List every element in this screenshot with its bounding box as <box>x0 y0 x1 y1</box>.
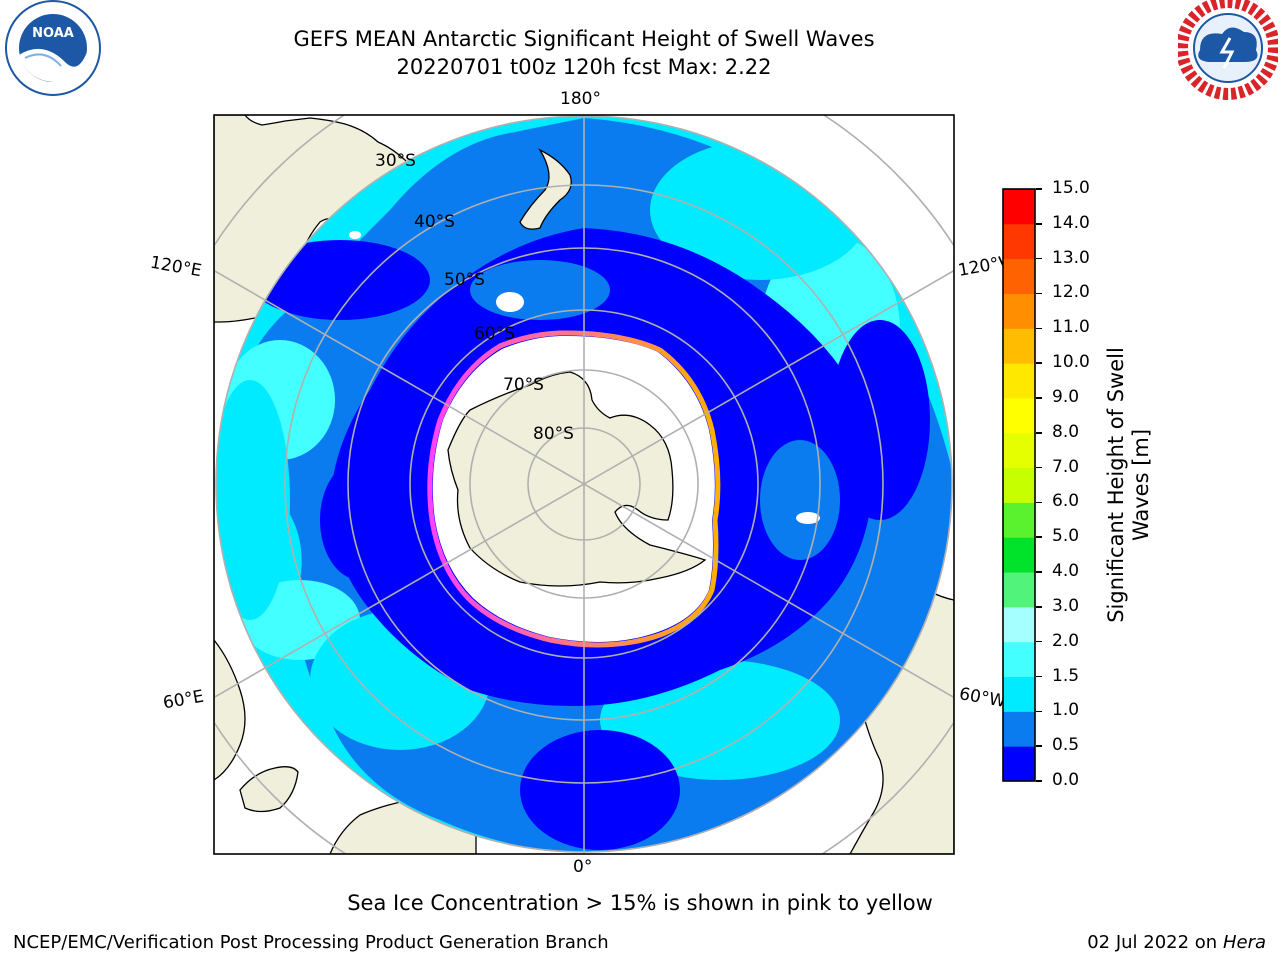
antarctic-map <box>213 114 955 855</box>
footer-left: NCEP/EMC/Verification Post Processing Pr… <box>13 932 609 953</box>
colorbar-tick-label: 14.0 <box>1052 212 1090 233</box>
colorbar-segment <box>1003 572 1035 608</box>
colorbar-tick-label: 2.0 <box>1052 630 1080 651</box>
lat-label-40s: 40°S <box>414 212 455 232</box>
colorbar-tick-label: 11.0 <box>1052 317 1090 338</box>
colorbar-tick-label: 15.0 <box>1052 178 1090 198</box>
sea-ice-note: Sea Ice Concentration > 15% is shown in … <box>347 891 933 915</box>
colorbar-tick-mark <box>1036 432 1042 434</box>
colorbar-segment <box>1003 397 1035 434</box>
colorbar-tick-mark <box>1036 292 1042 295</box>
footer-right: 02 Jul 2022 on Hera <box>1087 932 1266 953</box>
footer-host: Hera <box>1222 932 1266 953</box>
noaa-logo: NOAA <box>3 0 103 100</box>
colorbar-tick-label: 9.0 <box>1052 386 1080 407</box>
colorbar-tick-label: 7.0 <box>1052 456 1080 477</box>
chart-title: GEFS MEAN Antarctic Significant Height o… <box>293 27 875 51</box>
colorbar-segment <box>1003 467 1035 503</box>
colorbar-tick-mark <box>1036 640 1042 643</box>
lon-label-60e: 60°E <box>161 686 206 714</box>
lon-label-120e: 120°E <box>148 252 204 282</box>
lat-label-70s: 70°S <box>503 375 544 395</box>
nws-logo <box>1176 0 1280 100</box>
lat-label-30s: 30°S <box>375 151 416 171</box>
colorbar-segment <box>1003 537 1035 573</box>
colorbar-segment <box>1003 606 1035 643</box>
colorbar-segment <box>1003 432 1035 469</box>
colorbar <box>1002 188 1036 782</box>
colorbar-tick-mark <box>1036 675 1042 678</box>
colorbar-tick-mark <box>1036 188 1042 190</box>
colorbar-tick-label: 5.0 <box>1052 526 1080 547</box>
colorbar-tick-mark <box>1036 257 1042 260</box>
colorbar-tick-label: 3.0 <box>1052 595 1080 616</box>
lat-label-80s: 80°S <box>533 424 574 444</box>
colorbar-segment <box>1003 189 1035 225</box>
colorbar-tick-mark <box>1036 710 1042 713</box>
colorbar-tick-mark <box>1036 362 1042 364</box>
colorbar-tick-label: 1.5 <box>1052 665 1080 686</box>
colorbar-tick-label: 0.5 <box>1052 735 1080 756</box>
colorbar-tick-mark <box>1036 780 1042 782</box>
lon-label-180: 180° <box>560 89 601 109</box>
colorbar-tick-label: 1.0 <box>1052 700 1080 721</box>
map-frame <box>213 114 955 855</box>
colorbar-segment <box>1003 641 1035 678</box>
colorbar-tick-mark <box>1036 536 1042 538</box>
colorbar-tick-label: 6.0 <box>1052 491 1080 512</box>
colorbar-segment <box>1003 328 1035 364</box>
colorbar-tick-label: 0.0 <box>1052 770 1080 790</box>
colorbar-tick-mark <box>1036 397 1042 399</box>
colorbar-tick-mark <box>1036 571 1042 573</box>
graticule <box>214 115 954 854</box>
lon-label-0: 0° <box>573 857 593 877</box>
noaa-logo-text: NOAA <box>32 26 74 41</box>
colorbar-segment <box>1003 502 1035 538</box>
colorbar-tick-mark <box>1036 606 1042 608</box>
colorbar-tick-mark <box>1036 327 1042 330</box>
colorbar-tick-label: 10.0 <box>1052 352 1090 373</box>
lon-label-60w: 60°W <box>957 684 1008 712</box>
colorbar-tick-mark <box>1036 466 1042 469</box>
colorbar-segment <box>1003 293 1035 329</box>
colorbar-segment <box>1003 676 1035 712</box>
colorbar-segment <box>1003 223 1035 260</box>
colorbar-segment <box>1003 363 1035 399</box>
lat-label-60s: 60°S <box>474 324 515 344</box>
colorbar-tick-mark <box>1036 223 1042 225</box>
colorbar-label-line2: Waves [m] <box>1129 428 1153 542</box>
colorbar-segment <box>1003 746 1035 782</box>
colorbar-tick-mark <box>1036 745 1042 747</box>
colorbar-segment <box>1003 711 1035 747</box>
footer-date: 02 Jul 2022 on <box>1087 932 1223 953</box>
colorbar-tick-mark <box>1036 501 1042 504</box>
colorbar-tick-label: 12.0 <box>1052 282 1090 303</box>
lat-label-50s: 50°S <box>444 270 485 290</box>
colorbar-segment <box>1003 258 1035 294</box>
colorbar-label-line1: Significant Height of Swell <box>1104 347 1128 623</box>
colorbar-frame <box>1002 188 1036 782</box>
chart-subtitle: 20220701 t00z 120h fcst Max: 2.22 <box>396 55 772 79</box>
colorbar-tick-label: 13.0 <box>1052 247 1090 268</box>
colorbar-tick-label: 4.0 <box>1052 561 1080 582</box>
sea-ice-edge <box>427 330 721 648</box>
colorbar-tick-label: 8.0 <box>1052 421 1080 442</box>
